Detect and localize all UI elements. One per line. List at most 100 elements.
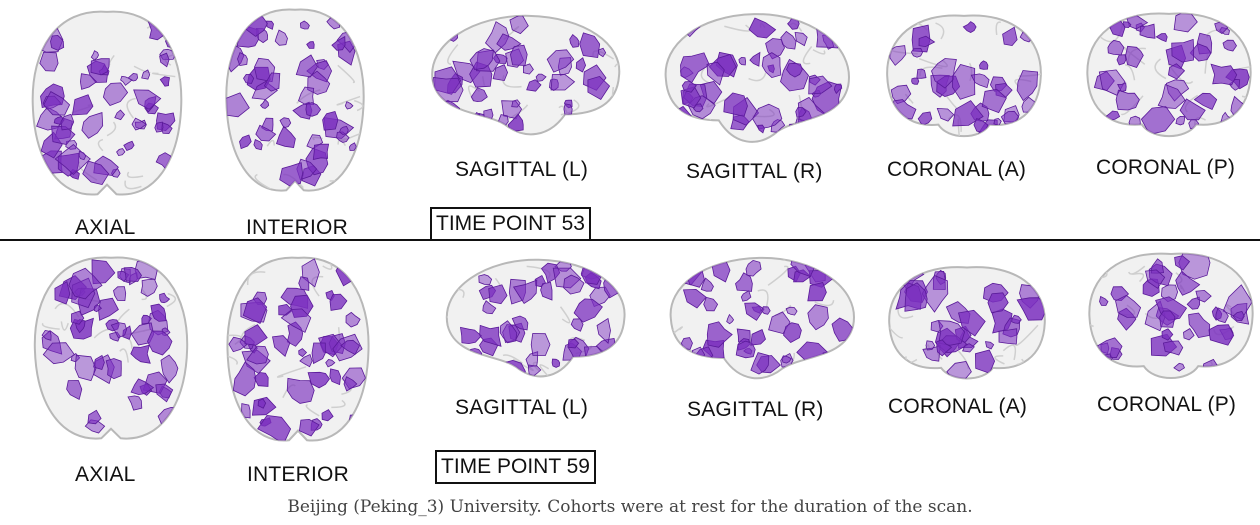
activation-blob (298, 418, 320, 437)
activation-blob (280, 308, 312, 333)
activation-blob (1222, 39, 1237, 52)
activation-blob (43, 91, 71, 116)
activation-blob (1174, 255, 1191, 271)
activation-blob (54, 281, 71, 305)
activation-blob (1150, 258, 1164, 274)
activation-blob (228, 336, 249, 353)
activation-blob (1210, 63, 1238, 86)
activation-blob (41, 329, 52, 341)
activation-blob (1167, 63, 1186, 80)
activation-clusters (34, 257, 182, 439)
activation-blob (259, 98, 270, 109)
brain-interior-view (223, 254, 373, 446)
activation-blob (1092, 353, 1113, 372)
activation-blob (680, 86, 702, 109)
activation-blob (970, 73, 990, 89)
activation-blob (339, 126, 349, 135)
activation-blob (321, 409, 334, 422)
activation-blob (331, 35, 346, 51)
activation-blob (78, 150, 87, 161)
activation-blob (278, 303, 293, 316)
activation-blob (154, 121, 164, 133)
activation-blob (286, 377, 315, 404)
brain-sagittal-right-view (665, 254, 861, 384)
activation-blob (473, 357, 493, 375)
brain-coronal-posterior-view (1084, 10, 1254, 140)
activation-blob (1122, 21, 1132, 29)
activation-blob (781, 355, 792, 364)
activation-blob (434, 66, 462, 95)
activation-blob (563, 103, 573, 116)
activation-blob (1107, 39, 1125, 56)
brain-sagittal-left-view (425, 12, 625, 140)
activation-blob (780, 30, 797, 50)
activation-blob (723, 92, 748, 117)
activation-blob (738, 56, 747, 66)
activation-blob (748, 17, 777, 39)
activation-blob (242, 297, 268, 324)
activation-blob (575, 57, 587, 73)
activation-blob (1011, 314, 1022, 324)
activation-clusters (1089, 253, 1253, 379)
activation-blob (279, 162, 304, 187)
activation-blob (509, 15, 529, 35)
activation-blob (329, 293, 348, 311)
activation-blob (159, 52, 170, 68)
activation-blob (159, 76, 170, 87)
activation-blob (243, 74, 255, 84)
activation-blob (57, 152, 80, 177)
activation-blob (114, 109, 126, 121)
label-sagittal-left: SAGITTAL (L) (455, 158, 589, 181)
activation-blob (244, 324, 268, 346)
label-coronal-anterior: CORONAL (A) (887, 158, 1027, 181)
activation-blob (761, 52, 782, 79)
activation-blob (82, 160, 110, 186)
activation-blob (141, 69, 151, 80)
activation-blob (272, 335, 291, 357)
activation-blob (700, 277, 714, 292)
activation-blob (567, 338, 580, 349)
activation-blob (105, 358, 122, 380)
activation-blob (299, 20, 310, 30)
activation-blob (511, 315, 529, 331)
activation-blob (726, 313, 735, 325)
activation-blob (1128, 115, 1141, 129)
activation-blob (1155, 33, 1168, 43)
activation-blob (681, 81, 697, 93)
activation-blob (50, 34, 65, 51)
activation-blob (345, 311, 361, 328)
activation-blob (232, 361, 257, 397)
activation-blob (1115, 294, 1142, 318)
activation-blob (1188, 312, 1211, 339)
activation-blob (757, 124, 765, 134)
activation-blob (71, 310, 85, 325)
activation-blob (295, 54, 318, 78)
label-sagittal-right: SAGITTAL (R) (686, 160, 823, 183)
activation-blob (783, 322, 802, 343)
activation-blob (550, 73, 576, 91)
activation-blob (1159, 310, 1176, 328)
activation-blob (286, 321, 304, 347)
activation-blob (263, 72, 281, 92)
activation-blob (958, 309, 986, 337)
activation-blob (42, 342, 75, 365)
label-sagittal-right: SAGITTAL (R) (687, 398, 824, 421)
activation-blob (1125, 14, 1149, 30)
activation-blob (123, 140, 135, 152)
activation-blob (444, 107, 455, 120)
brain-axial-view (30, 254, 192, 444)
activation-blob (1215, 307, 1229, 324)
activation-blob (141, 314, 152, 325)
activation-blob (74, 354, 97, 382)
activation-blob (499, 320, 518, 344)
activation-blob (257, 414, 292, 441)
brain-axial-view (28, 8, 186, 200)
activation-blob (329, 368, 342, 386)
activation-blob (569, 34, 580, 48)
activation-blob (120, 75, 133, 86)
activation-blob (39, 51, 59, 72)
activation-blob (1173, 13, 1198, 33)
activation-blob (563, 274, 585, 295)
activation-blob (1115, 89, 1140, 111)
label-interior: INTERIOR (246, 216, 348, 239)
